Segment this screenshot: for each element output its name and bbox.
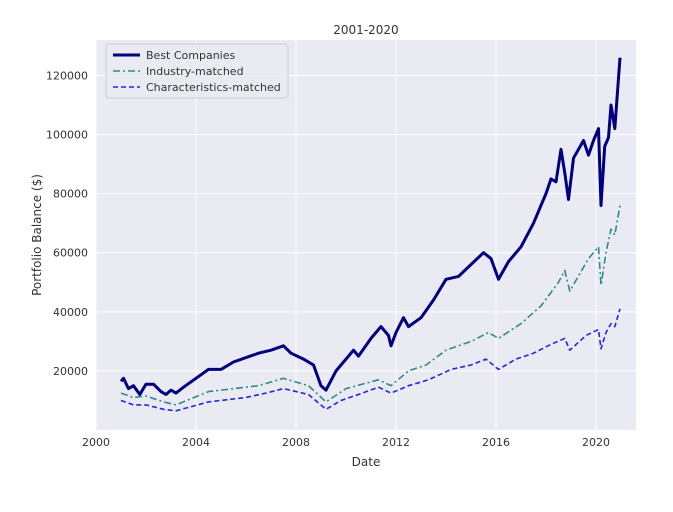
x-tick-label: 2004 xyxy=(182,436,210,449)
series-line-best-companies xyxy=(119,57,622,396)
y-tick-label: 60000 xyxy=(53,247,88,260)
y-tick-label: 100000 xyxy=(46,129,88,142)
y-tick-label: 20000 xyxy=(53,365,88,378)
legend-label: Characteristics-matched xyxy=(146,81,281,94)
legend: Best Companies Industry-matched Characteri… xyxy=(105,43,289,99)
plot-background xyxy=(96,40,636,430)
x-axis-ticks: 2000 2004 2008 2012 2016 2020 xyxy=(82,436,610,449)
x-tick-label: 2020 xyxy=(582,436,610,449)
y-axis-label: Portfolio Balance ($) xyxy=(30,174,44,296)
chart-title: 2001-2020 xyxy=(333,23,398,37)
series-line-industry-matched xyxy=(120,205,621,406)
series-line-characteristics-matched xyxy=(120,308,621,412)
y-tick-label: 80000 xyxy=(53,188,88,201)
legend-label: Industry-matched xyxy=(146,65,244,78)
y-tick-label: 40000 xyxy=(53,306,88,319)
x-axis-label: Date xyxy=(352,455,381,469)
series-lines xyxy=(119,57,622,412)
y-axis-ticks: 20000 40000 60000 80000 100000 120000 xyxy=(46,69,88,377)
legend-box xyxy=(105,43,289,99)
legend-label: Best Companies xyxy=(146,49,235,62)
x-tick-label: 2016 xyxy=(482,436,510,449)
x-tick-label: 2012 xyxy=(382,436,410,449)
x-tick-label: 2000 xyxy=(82,436,110,449)
y-tick-label: 120000 xyxy=(46,69,88,82)
x-tick-label: 2008 xyxy=(282,436,310,449)
